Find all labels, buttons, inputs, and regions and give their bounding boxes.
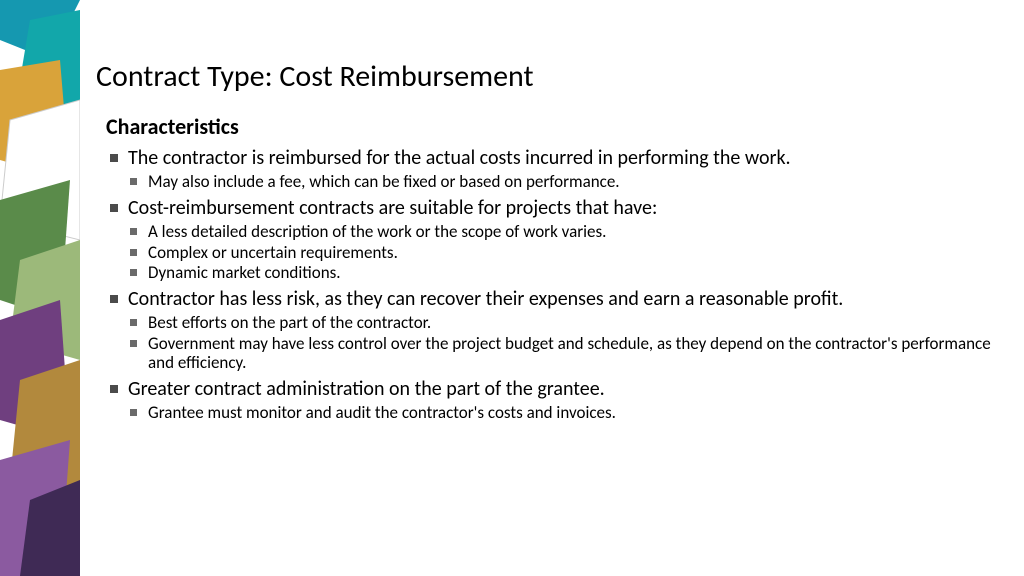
side-art (0, 0, 80, 576)
bullet-level2: Complex or uncertain requirements. (128, 243, 1000, 263)
content-area: Contract Type: Cost Reimbursement Charac… (96, 58, 1000, 427)
slide-title: Contract Type: Cost Reimbursement (96, 58, 1000, 95)
bullet-sublist: May also include a fee, which can be fix… (128, 172, 1000, 192)
bullet-sublist: Best efforts on the part of the contract… (128, 313, 1000, 373)
bullet-level2: Grantee must monitor and audit the contr… (128, 403, 1000, 423)
bullet-level1: Greater contract administration on the p… (106, 377, 1000, 423)
bullet-sublist: A less detailed description of the work … (128, 222, 1000, 283)
bullet-level1-text: Cost-reimbursement contracts are suitabl… (128, 196, 657, 220)
bullet-level1: Contractor has less risk, as they can re… (106, 287, 1000, 373)
slide: Contract Type: Cost Reimbursement Charac… (0, 0, 1024, 576)
bullet-level1: The contractor is reimbursed for the act… (106, 146, 1000, 192)
bullet-level2: Dynamic market conditions. (128, 263, 1000, 283)
bullet-level2: A less detailed description of the work … (128, 222, 1000, 242)
bullet-level1-text: Greater contract administration on the p… (128, 377, 605, 401)
bullet-level1-text: The contractor is reimbursed for the act… (128, 146, 791, 170)
bullet-level2: Best efforts on the part of the contract… (128, 313, 1000, 333)
bullet-sublist: Grantee must monitor and audit the contr… (128, 403, 1000, 423)
bullet-level2: May also include a fee, which can be fix… (128, 172, 1000, 192)
bullet-list: The contractor is reimbursed for the act… (106, 146, 1000, 423)
bullet-level1-text: Contractor has less risk, as they can re… (128, 287, 843, 311)
bullet-level2: Government may have less control over th… (128, 334, 1000, 373)
bullet-level1: Cost-reimbursement contracts are suitabl… (106, 196, 1000, 283)
bullet-list-container: The contractor is reimbursed for the act… (106, 146, 1000, 423)
slide-subtitle: Characteristics (106, 113, 1000, 140)
